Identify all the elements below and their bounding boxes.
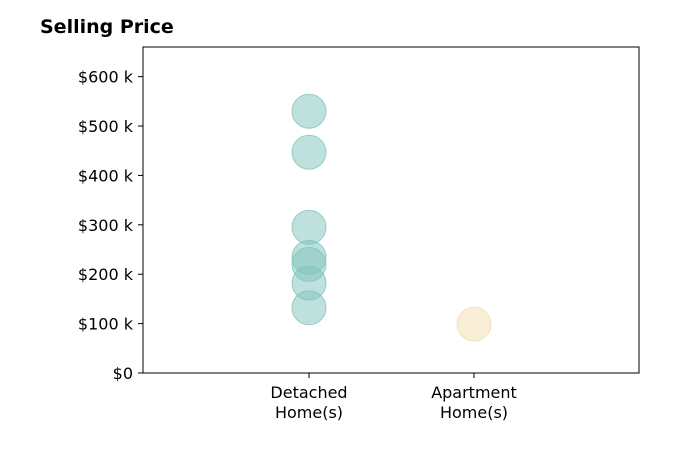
y-tick-label: $200 k	[78, 265, 134, 284]
y-tick-label: $400 k	[78, 166, 134, 185]
chart-title: Selling Price	[40, 16, 174, 38]
plot-frame	[142, 46, 640, 374]
y-axis: $0 $100 k $200 k $300 k $400 k $500 k $600 k	[78, 68, 143, 383]
data-point	[456, 306, 492, 342]
y-tick-label: $300 k	[78, 216, 134, 235]
data-point	[291, 290, 327, 326]
x-axis: Detached Home(s) Apartment Home(s)	[270, 373, 517, 422]
x-tick-label: Apartment Home(s)	[431, 383, 517, 422]
data-point	[291, 93, 327, 129]
x-tick-label: Detached Home(s)	[270, 383, 347, 422]
y-tick-label: $100 k	[78, 315, 134, 334]
y-tick-label: $500 k	[78, 117, 134, 136]
y-tick-label: $600 k	[78, 68, 134, 87]
data-point	[291, 209, 327, 245]
data-points	[291, 93, 492, 342]
y-tick-label: $0	[113, 364, 133, 383]
data-point	[291, 134, 327, 170]
